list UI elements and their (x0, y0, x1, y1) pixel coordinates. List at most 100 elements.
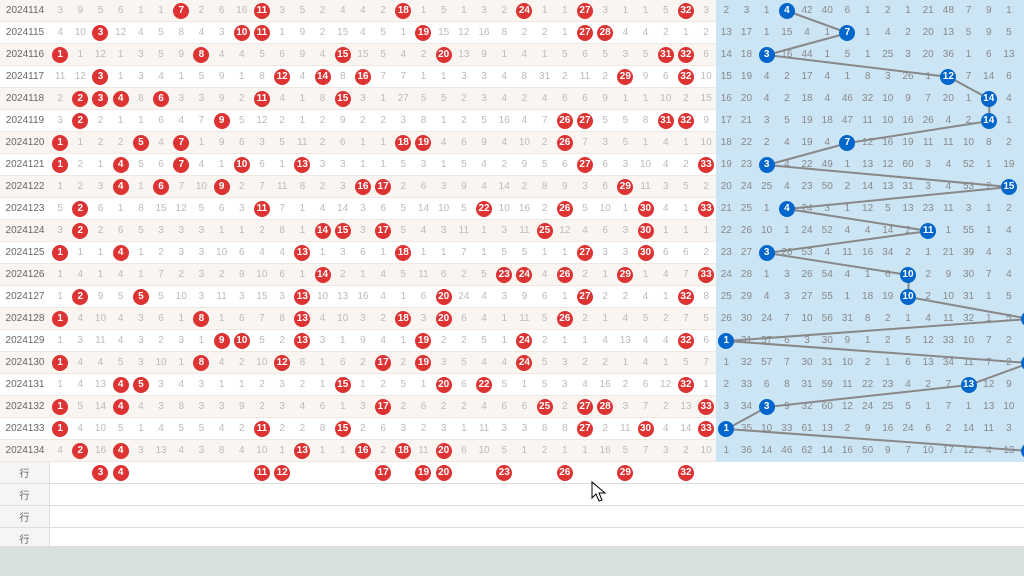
blue-cell: 24 (757, 308, 777, 330)
red-cell: 10 (595, 198, 615, 220)
red-cell: 9 (90, 286, 110, 308)
blue-cell: 1 (979, 198, 999, 220)
red-cell: 16 (90, 440, 110, 462)
red-cell: 4 (50, 440, 70, 462)
red-cell: 1 (454, 418, 474, 440)
red-cell: 1 (50, 330, 70, 352)
blue-cell: 19 (797, 132, 817, 154)
red-cell: 1 (635, 0, 655, 22)
blue-cell: 23 (878, 374, 898, 396)
red-cell: 29 (615, 264, 635, 286)
red-cell: 7 (575, 132, 595, 154)
red-cell: 10 (232, 22, 252, 44)
red-cell: 5 (434, 88, 454, 110)
red-cell: 6 (212, 198, 232, 220)
red-cell: 1 (312, 242, 332, 264)
red-cell: 27 (575, 154, 595, 176)
data-row: 2024129131143231910521331941192251242114… (0, 330, 1024, 352)
blue-cell: 1 (858, 330, 878, 352)
red-cell: 13 (292, 330, 312, 352)
red-cell: 5 (232, 110, 252, 132)
red-cell: 11 (252, 88, 272, 110)
blue-cell: 7 (938, 396, 958, 418)
red-cell: 11 (50, 66, 70, 88)
summary-label: 行 (0, 462, 50, 483)
red-cell: 1 (434, 242, 454, 264)
red-cell: 2 (312, 176, 332, 198)
summary-cell (151, 462, 171, 484)
red-cell: 4 (212, 44, 232, 66)
red-cell: 6 (494, 396, 514, 418)
red-cell: 20 (434, 286, 454, 308)
red-cell: 4 (353, 0, 373, 22)
blue-cell: 53 (797, 242, 817, 264)
red-cell: 12 (272, 66, 292, 88)
red-cell: 23 (494, 264, 514, 286)
red-cell: 3 (191, 242, 211, 264)
red-cell: 3 (171, 330, 191, 352)
red-cell: 16 (595, 440, 615, 462)
blue-cell: 4 (858, 220, 878, 242)
red-cell: 6 (454, 308, 474, 330)
red-cell: 10 (434, 198, 454, 220)
red-cell: 2 (535, 440, 555, 462)
blue-cell: 12 (878, 154, 898, 176)
red-cell: 2 (232, 418, 252, 440)
red-cell: 3 (191, 220, 211, 242)
red-cell: 2 (70, 220, 90, 242)
red-cell: 10 (696, 66, 716, 88)
blue-cell: 30 (817, 330, 837, 352)
data-row: 2024116111213598445694151554220139141565… (0, 44, 1024, 66)
red-cell: 3 (90, 88, 110, 110)
red-cell: 27 (575, 22, 595, 44)
red-cell: 12 (272, 352, 292, 374)
red-cell: 6 (111, 220, 131, 242)
red-cell: 4 (434, 132, 454, 154)
blue-cell: 7 (938, 374, 958, 396)
red-cell: 17 (373, 176, 393, 198)
red-cell: 3 (131, 44, 151, 66)
blue-cell: 15 (999, 176, 1019, 198)
red-cell: 8 (212, 440, 232, 462)
red-cell: 1 (474, 220, 494, 242)
red-cell: 14 (494, 176, 514, 198)
blue-cell: 2 (999, 330, 1019, 352)
red-cell: 4 (111, 308, 131, 330)
red-cell: 4 (615, 22, 635, 44)
red-cell: 11 (90, 330, 110, 352)
red-cell: 11 (212, 286, 232, 308)
blue-cell: 13 (817, 418, 837, 440)
data-row: 2024120112254719635112611181946941022673… (0, 132, 1024, 154)
red-cell: 4 (353, 22, 373, 44)
red-cell: 15 (333, 220, 353, 242)
red-cell: 2 (292, 374, 312, 396)
red-cell: 5 (454, 198, 474, 220)
blue-cell: 11 (938, 198, 958, 220)
red-cell: 5 (474, 330, 494, 352)
blue-cell: 33 (736, 374, 756, 396)
blue-cell: 4 (757, 286, 777, 308)
red-cell: 4 (312, 198, 332, 220)
red-cell: 4 (514, 44, 534, 66)
red-cell: 9 (474, 132, 494, 154)
blue-cell: 23 (918, 198, 938, 220)
blue-cell: 2 (979, 176, 999, 198)
red-cell: 7 (171, 176, 191, 198)
cursor-pointer (590, 480, 610, 509)
red-cell: 17 (373, 352, 393, 374)
red-cell: 1 (514, 440, 534, 462)
red-cell: 2 (676, 88, 696, 110)
red-cell: 3 (555, 352, 575, 374)
red-cell: 1 (434, 110, 454, 132)
red-cell: 31 (656, 110, 676, 132)
blue-cell: 3 (716, 396, 736, 418)
red-cell: 5 (393, 374, 413, 396)
red-cell: 1 (555, 242, 575, 264)
red-cell: 4 (333, 0, 353, 22)
red-cell: 6 (413, 286, 433, 308)
red-cell: 3 (353, 88, 373, 110)
red-cell: 10 (696, 440, 716, 462)
blue-cell: 1 (918, 66, 938, 88)
red-cell: 6 (555, 154, 575, 176)
blue-cell: 8 (979, 132, 999, 154)
